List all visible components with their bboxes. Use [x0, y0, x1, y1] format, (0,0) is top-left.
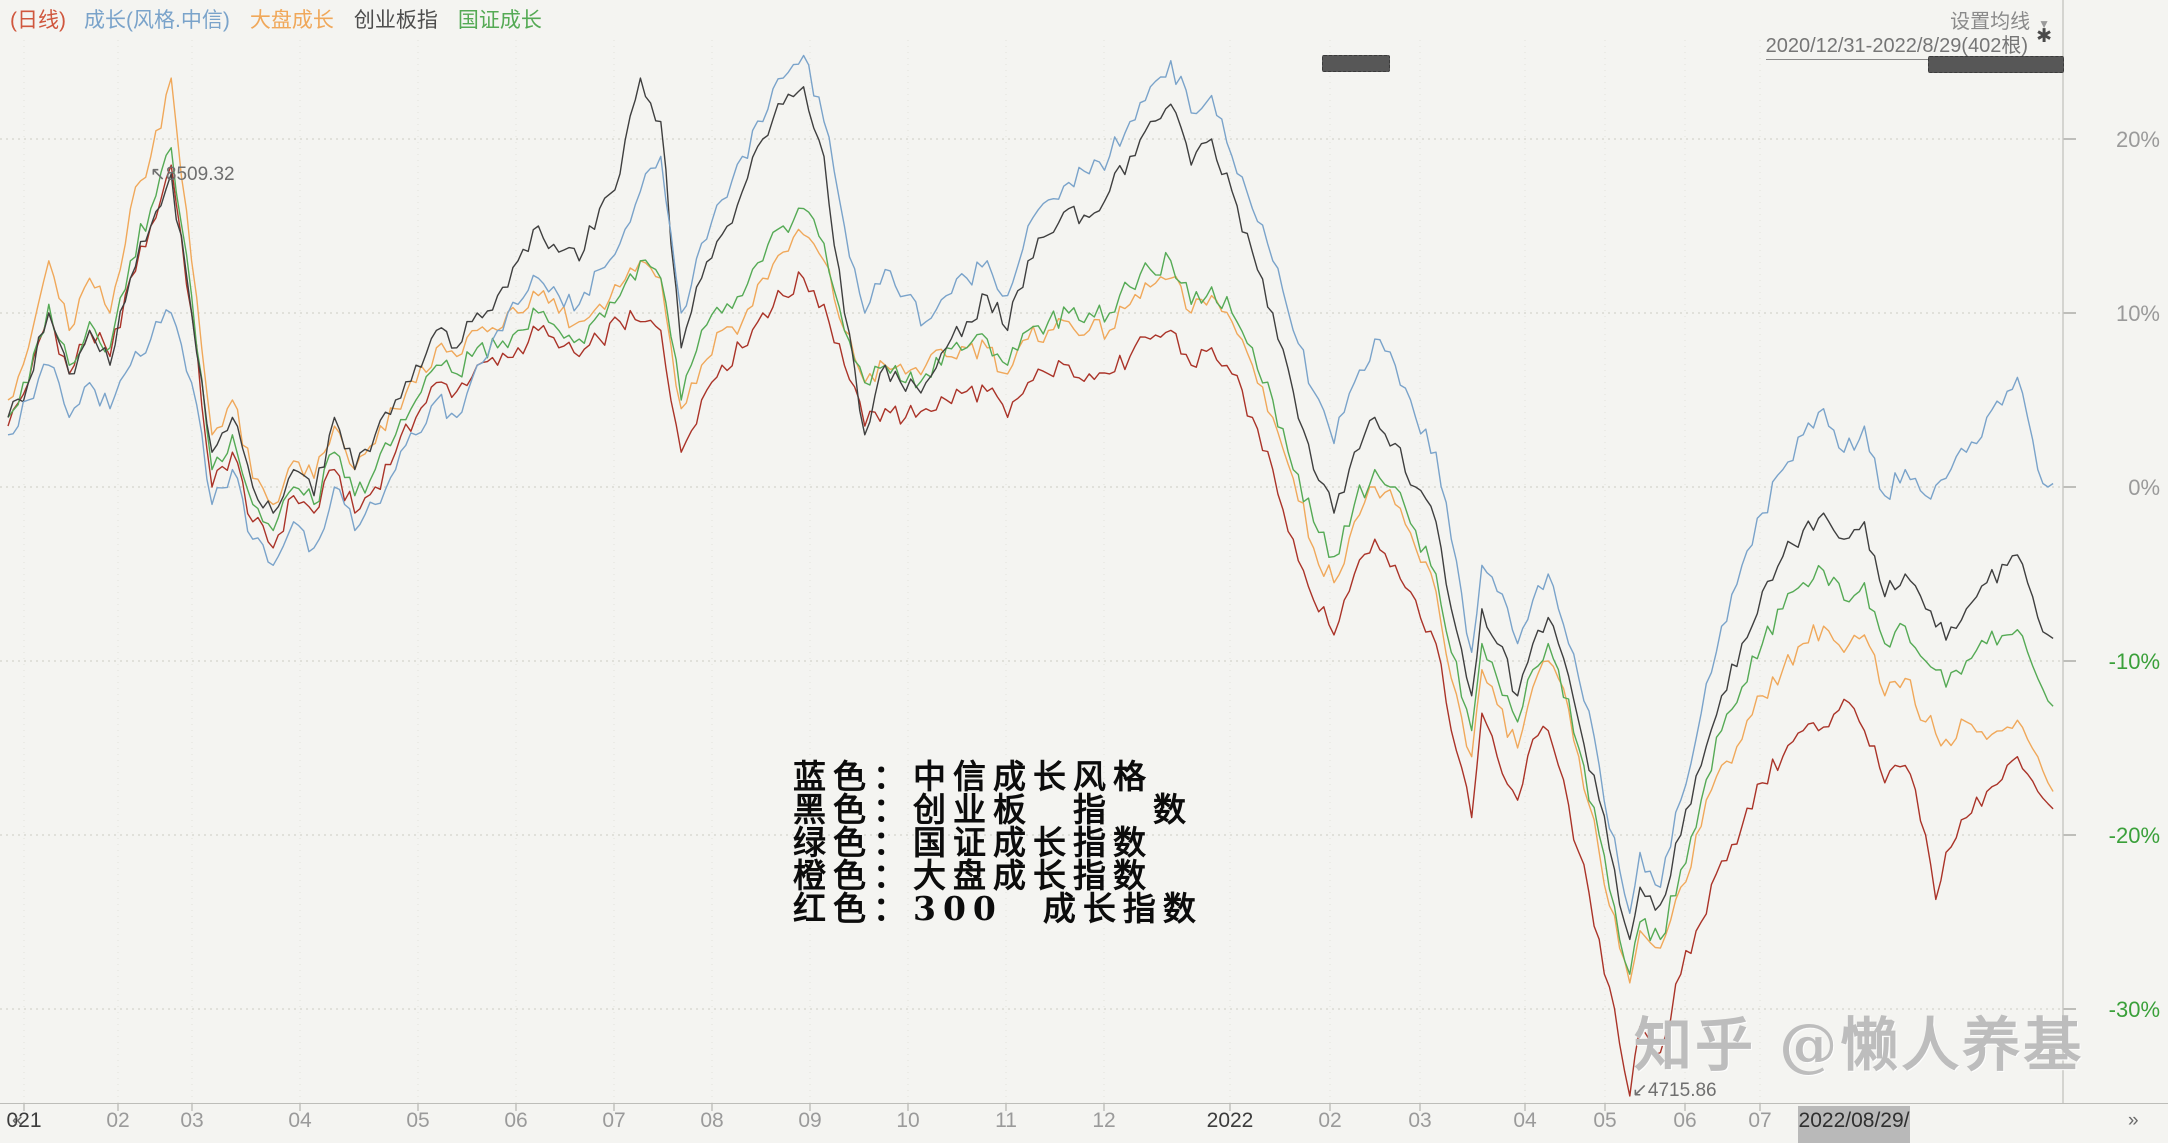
series-line-蓝色	[7, 54, 2054, 914]
x-axis-label-2: 03	[180, 1109, 204, 1132]
y-axis-label--30%: -30%	[2108, 997, 2160, 1022]
color-key-text: 蓝色：中信成长风格 黑色：创业板 指 数绿色：国证成长指数 橙色：大盘成长指数 红色：…	[793, 760, 1203, 925]
x-axis-label-10: 11	[995, 1109, 1017, 1132]
x-axis-label-8: 09	[798, 1109, 822, 1132]
x-axis-label-9: 10	[896, 1109, 920, 1132]
x-axis-bar: « 021 02 03 04 05 06 07 08 09 10 11 12 2022 02 03 04 05 0…	[0, 1103, 2168, 1143]
color-key-line: 绿色：国证成长指数	[793, 823, 1153, 862]
series-line-绿色	[7, 147, 2054, 975]
x-axis-label-14: 03	[1408, 1109, 1432, 1132]
scroll-left-icon[interactable]: «	[12, 1110, 22, 1131]
color-key-line: 黑色：创业板 指 数	[793, 790, 1193, 829]
current-date-badge: 2022/08/29/一	[1798, 1106, 1910, 1143]
x-axis-label-13: 02	[1318, 1109, 1342, 1132]
ma-settings-label: 设置均线	[1950, 11, 2031, 33]
watermark: 知乎 @懒人养基	[1634, 1011, 2085, 1079]
redacted-block-1	[1928, 56, 2064, 73]
date-range-label[interactable]: 2020/12/31-2022/8/29(402根)	[1765, 29, 2028, 60]
y-axis-label-0%: 0%	[2128, 475, 2160, 500]
chevron-down-icon: ▼	[2038, 17, 2050, 31]
x-axis-label-4: 05	[406, 1109, 430, 1132]
x-axis-label-1: 02	[106, 1109, 130, 1132]
x-axis-label-15: 04	[1513, 1109, 1537, 1132]
y-axis-label--20%: -20%	[2108, 823, 2160, 848]
x-axis-label-5: 06	[504, 1109, 528, 1132]
x-axis-label-16: 05	[1593, 1109, 1617, 1132]
peak-value-annotation: ↖8509.32	[150, 164, 235, 185]
period-label[interactable]: (日线)	[10, 9, 66, 32]
x-axis-label-12: 2022	[1206, 1109, 1254, 1132]
top-legend-bar: (日线) 成长(风格.中信) 大盘成长 创业板指 国证成长	[10, 4, 542, 32]
legend-item-0[interactable]: 成长(风格.中信)	[84, 9, 230, 32]
x-axis-label-11: 12	[1092, 1109, 1116, 1132]
x-axis-label-6: 07	[602, 1109, 626, 1132]
x-axis-label-17: 06	[1673, 1109, 1697, 1132]
pin-icon[interactable]: ✱	[2036, 26, 2052, 47]
series-line-橙色	[7, 77, 2054, 984]
redacted-block-0	[1322, 55, 1390, 72]
legend-item-2[interactable]: 创业板指	[353, 9, 438, 32]
x-axis-label-0: 021	[6, 1109, 42, 1132]
color-key-line: 蓝色：中信成长风格	[793, 757, 1153, 796]
x-axis-label-18: 07	[1748, 1109, 1772, 1132]
x-axis-label-3: 04	[288, 1109, 312, 1132]
scroll-right-icon[interactable]: »	[2128, 1110, 2138, 1131]
legend-item-1[interactable]: 大盘成长	[249, 9, 334, 32]
x-axis-label-7: 08	[700, 1109, 724, 1132]
trough-value-annotation: ↙4715.86	[1632, 1080, 1717, 1101]
y-axis-label-10%: 10%	[2115, 301, 2160, 326]
y-axis-label--10%: -10%	[2108, 649, 2160, 674]
color-key-line: 红色：300 成长指数	[793, 889, 1203, 928]
series-line-红色	[7, 164, 2054, 1097]
ma-settings-button[interactable]: 设置均线 ▼	[1950, 5, 2050, 34]
y-axis-label-20%: 20%	[2115, 127, 2160, 152]
series-line-黑色	[7, 77, 2054, 941]
color-key-line: 橙色：大盘成长指数	[793, 856, 1153, 895]
legend-item-3[interactable]: 国证成长	[457, 9, 542, 32]
